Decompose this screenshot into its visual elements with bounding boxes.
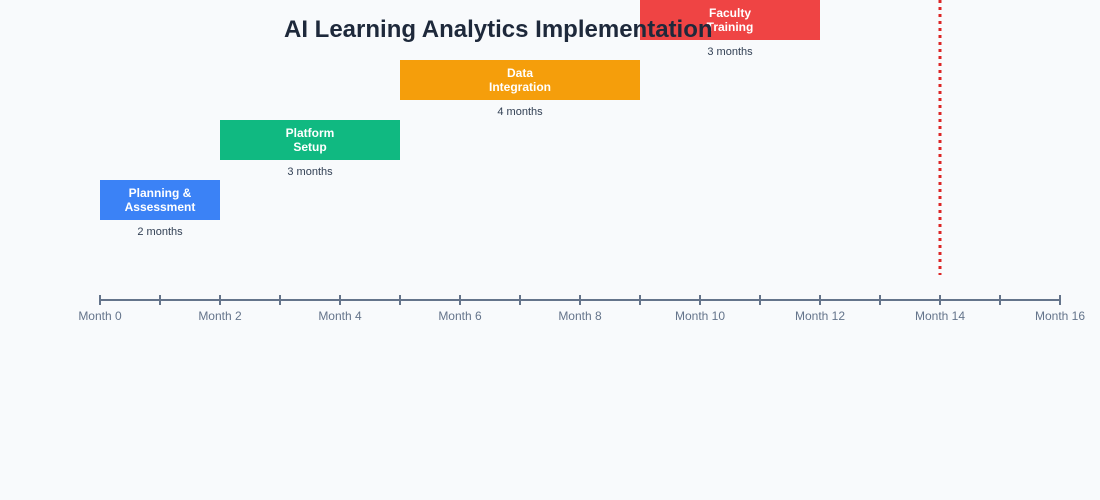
task-duration-label: 4 months <box>497 106 543 118</box>
x-tick-label: Month 0 <box>78 309 122 323</box>
task-bar-label-line: Faculty <box>709 6 751 20</box>
task-duration-label: 3 months <box>287 166 333 178</box>
task-bar-label: Platform Setup <box>286 126 335 154</box>
task-bar-label-line: Integration <box>489 80 551 94</box>
task-bar-label-line: Data <box>507 66 533 80</box>
x-tick-label: Month 10 <box>675 309 725 323</box>
task-duration-label: 2 months <box>137 226 183 238</box>
x-tick-label: Month 4 <box>318 309 362 323</box>
x-tick-label: Month 6 <box>438 309 482 323</box>
task-bar <box>100 180 220 220</box>
x-tick-label: Month 8 <box>558 309 602 323</box>
task-bar-label-line: Training <box>707 20 754 34</box>
x-tick-label: Month 14 <box>915 309 965 323</box>
x-tick-label: Month 12 <box>795 309 845 323</box>
task-bar-label: Faculty Training <box>707 6 754 34</box>
task-bar-label-line: Setup <box>293 140 326 154</box>
task-bar-label: Planning & Assessment <box>125 186 196 214</box>
task-bar-label-line: Assessment <box>125 200 196 214</box>
task-duration-label: 3 months <box>707 46 753 58</box>
task-bar-label-line: Platform <box>286 126 335 140</box>
task-bar <box>400 60 640 100</box>
x-tick-label: Month 2 <box>198 309 242 323</box>
task-bar <box>220 120 400 160</box>
x-tick-label: Month 16 <box>1035 309 1085 323</box>
chart-title: AI Learning Analytics Implementation <box>284 16 713 43</box>
task-bar-label-line: Planning & <box>129 186 192 200</box>
task-bar-label: Data Integration <box>489 66 551 94</box>
task-bar <box>640 0 820 40</box>
